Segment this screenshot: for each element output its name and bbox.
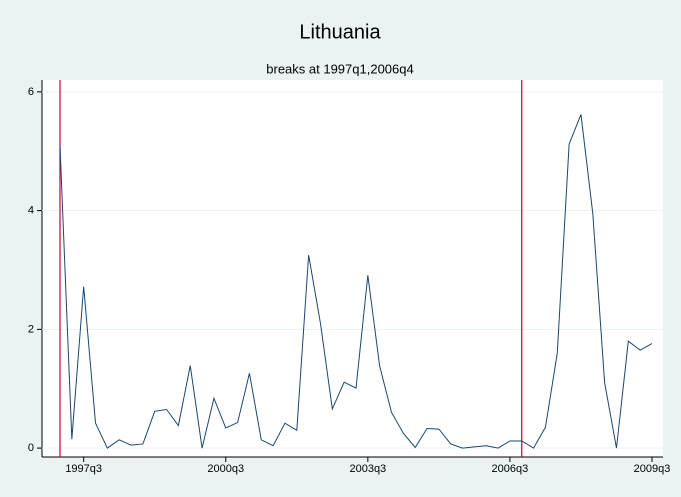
x-tick-label: 2009q3 <box>634 463 671 475</box>
y-tick-label: 0 <box>28 442 34 454</box>
chart-subtitle: breaks at 1997q1,2006q4 <box>266 61 413 76</box>
chart-title: Lithuania <box>299 21 381 43</box>
y-tick-label: 6 <box>28 86 34 98</box>
x-tick-label: 2006q3 <box>492 463 529 475</box>
y-tick-label: 2 <box>28 323 34 335</box>
series-line <box>59 114 653 449</box>
x-tick-label: 2003q3 <box>349 463 386 475</box>
x-tick-label: 2000q3 <box>207 463 244 475</box>
y-tick-label: 4 <box>28 205 34 217</box>
x-tick-label: 1997q3 <box>65 463 102 475</box>
plot-region <box>42 80 663 457</box>
